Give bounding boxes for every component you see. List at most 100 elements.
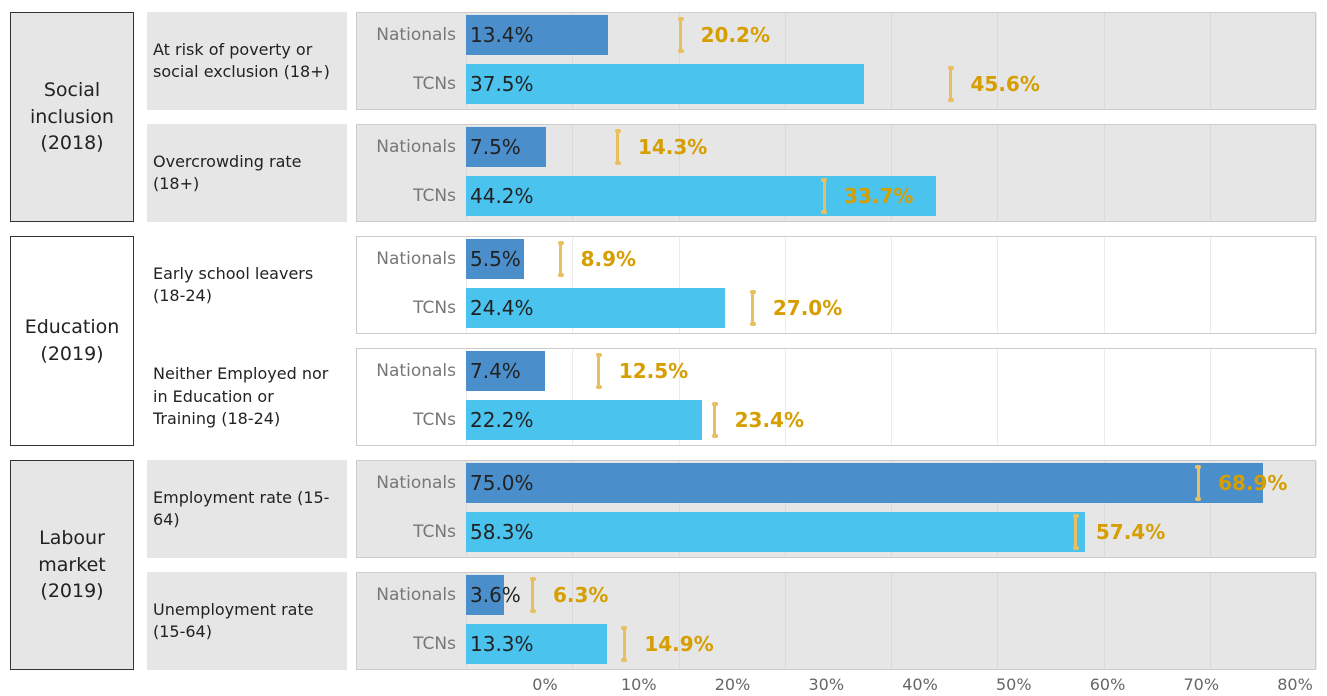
reference-cap — [1072, 514, 1079, 518]
reference-marker — [531, 578, 535, 612]
grid-line — [572, 237, 574, 333]
group-label: Education (2019) — [10, 236, 134, 446]
grid-line — [572, 125, 574, 221]
grid-line — [891, 349, 892, 445]
value-label: 3.6% — [470, 583, 521, 607]
reference-cap — [557, 273, 564, 277]
x-tick-label: 50% — [995, 675, 1032, 694]
reference-marker — [713, 403, 717, 437]
reference-marker — [616, 130, 620, 164]
grid-line — [1316, 13, 1317, 109]
value-label: 58.3% — [470, 520, 534, 544]
grid-line — [1103, 125, 1105, 221]
reference-cap — [711, 434, 718, 438]
x-tick-label: 60% — [1089, 675, 1126, 694]
reference-cap — [677, 49, 684, 53]
reference-label: 6.3% — [552, 583, 609, 607]
reference-cap — [1072, 546, 1079, 550]
series-label: TCNs — [413, 298, 456, 318]
grid-line — [784, 13, 786, 109]
reference-marker — [751, 291, 755, 325]
reference-marker — [1196, 466, 1200, 500]
grid-line — [466, 125, 467, 221]
grid-line — [1209, 13, 1211, 109]
reference-label: 33.7% — [844, 184, 914, 208]
grid-line — [1316, 125, 1317, 221]
grid-line — [784, 125, 786, 221]
group-label: Social inclusion (2018) — [10, 12, 134, 222]
grid-line — [1103, 573, 1105, 669]
grid-line — [678, 573, 680, 669]
grid-line — [466, 461, 467, 557]
reference-cap — [677, 17, 684, 21]
reference-label: 45.6% — [970, 72, 1040, 96]
value-label: 75.0% — [470, 471, 534, 495]
grid-line — [891, 237, 892, 333]
x-tick-label: 0% — [532, 675, 558, 694]
reference-cap — [621, 626, 628, 630]
bar — [466, 351, 545, 391]
grid-line — [572, 349, 574, 445]
reference-cap — [821, 178, 828, 182]
series-label: Nationals — [376, 25, 456, 45]
grid-line — [1209, 573, 1211, 669]
grid-line — [1316, 573, 1317, 669]
value-label: 5.5% — [470, 247, 521, 271]
reference-cap — [821, 210, 828, 214]
bar — [466, 127, 546, 167]
reference-label: 20.2% — [700, 23, 771, 47]
grid-line — [891, 461, 892, 557]
indicator-label: Early school leavers (18-24) — [147, 236, 347, 334]
series-label: TCNs — [413, 522, 456, 542]
series-label: Nationals — [376, 137, 456, 157]
grid-line — [891, 125, 892, 221]
series-label: Nationals — [376, 249, 456, 269]
reference-cap — [557, 241, 564, 245]
reference-cap — [614, 161, 621, 165]
grid-line — [997, 349, 999, 445]
grid-line — [678, 237, 680, 333]
grid-line — [678, 461, 680, 557]
grid-line — [784, 349, 786, 445]
bar — [466, 64, 865, 104]
grid-line — [1209, 125, 1211, 221]
bar — [466, 624, 608, 664]
bar — [466, 15, 609, 55]
grid-line — [1316, 237, 1317, 333]
value-label: 13.3% — [470, 632, 534, 656]
grid-line — [572, 13, 574, 109]
reference-cap — [529, 577, 536, 581]
bar — [466, 176, 936, 216]
grid-line — [466, 349, 467, 445]
reference-label: 23.4% — [734, 408, 805, 432]
indicator-label: Employment rate (15-64) — [147, 460, 347, 558]
grid-line — [1103, 349, 1105, 445]
x-tick-label: 10% — [620, 675, 657, 694]
bar — [466, 288, 726, 328]
indicator-label: Unemployment rate (15-64) — [147, 572, 347, 670]
bar — [466, 512, 1086, 552]
reference-cap — [529, 609, 536, 613]
reference-label: 68.9% — [1218, 471, 1288, 495]
reference-cap — [749, 290, 756, 294]
x-tick-label: 40% — [902, 675, 938, 694]
x-tick-label: 20% — [714, 675, 751, 694]
group-label: Labour market (2019) — [10, 460, 134, 670]
series-label: TCNs — [413, 186, 456, 206]
grid-line — [997, 125, 999, 221]
series-label: TCNs — [413, 634, 456, 654]
grid-line — [1209, 461, 1211, 557]
reference-cap — [749, 322, 756, 326]
grid-line — [784, 237, 786, 333]
grid-line — [678, 349, 680, 445]
grid-line — [891, 13, 892, 109]
bar — [466, 400, 702, 440]
x-tick-label: 30% — [808, 675, 845, 694]
reference-cap — [1195, 465, 1202, 469]
grid-line — [466, 13, 467, 109]
grid-line — [997, 13, 999, 109]
reference-marker — [559, 242, 563, 276]
reference-marker — [949, 67, 952, 101]
reference-label: 8.9% — [580, 247, 637, 271]
